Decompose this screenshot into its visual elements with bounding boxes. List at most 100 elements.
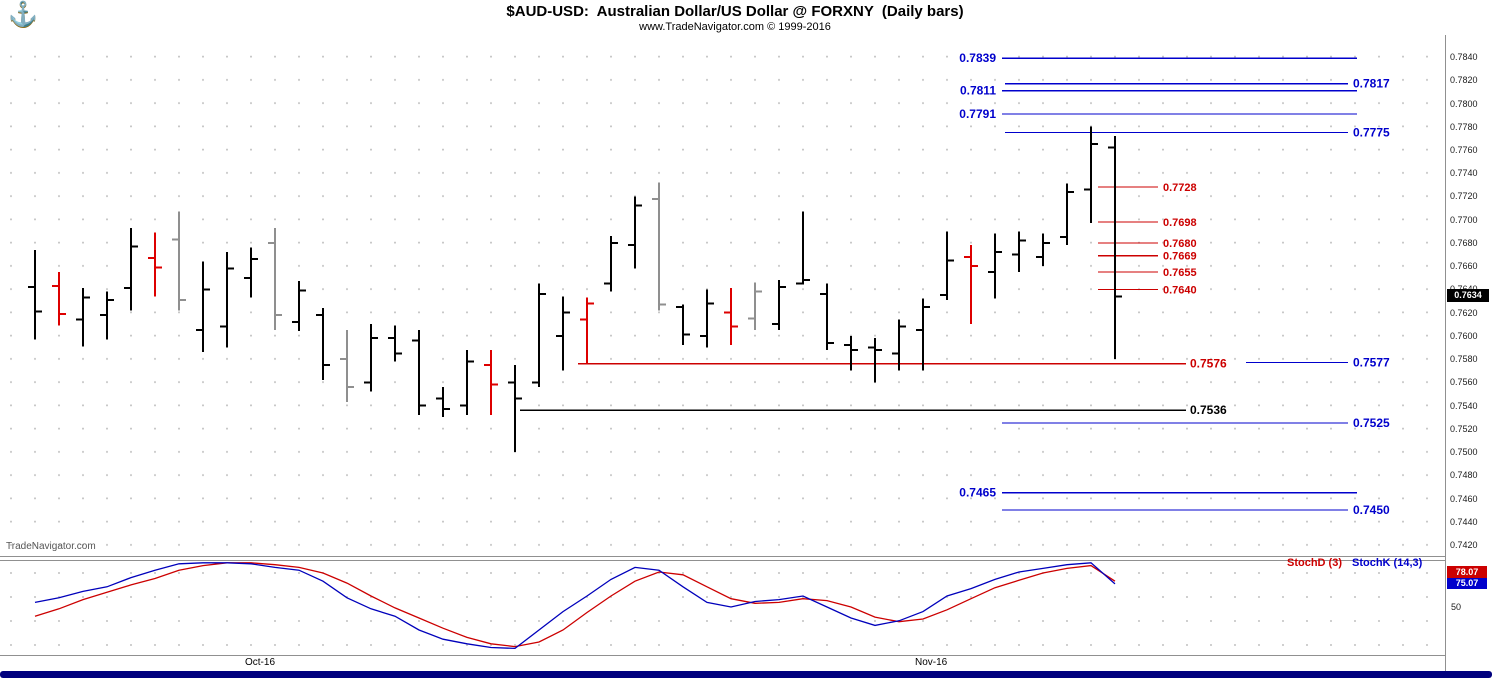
price-chart-canvas[interactable]: 0.7839 0.7817 0.7811 0.7791 0.7775 0.7728 0.76… [0,35,1445,556]
ohlc-bar [292,281,306,332]
level-label-0.7525: 0.7525 [1353,416,1390,430]
stochastic-canvas[interactable] [0,559,1445,655]
price-axis-label: 0.7520 [1450,423,1478,434]
ohlc-bar [964,245,978,325]
stoch-mid-scale-label: 50 [1451,602,1462,612]
level-label-0.7728: 0.7728 [1163,182,1197,194]
chart-scrollbar[interactable] [0,671,1492,678]
ohlc-bar [28,249,42,340]
ohlc-bar [100,291,114,340]
current-price-badge: 0.7634 [1447,289,1489,303]
stochd-legend-label[interactable]: StochD (3) [1287,557,1342,569]
level-label-0.7839: 0.7839 [959,51,996,65]
ohlc-bar [1108,136,1122,360]
level-label-0.7655: 0.7655 [1163,267,1197,279]
level-label-0.7577: 0.7577 [1353,356,1390,370]
price-axis[interactable]: 0.7634 78.07 75.07 50 0.7840 0.7820 0.7800… [1445,35,1492,671]
ohlc-bar [124,227,138,311]
ohlc-bar [940,231,954,300]
stochk-value-badge: 75.07 [1447,577,1487,589]
ohlc-bar [364,324,378,392]
ohlc-bar [580,297,594,364]
ohlc-bar [556,296,570,371]
tradenavigator-logo-icon: ⚓ [8,1,38,28]
level-label-0.7817: 0.7817 [1353,77,1390,91]
price-axis-label: 0.7580 [1450,354,1478,365]
ohlc-bar [316,308,330,380]
ohlc-bar [460,349,474,415]
stochastic-panel[interactable] [0,559,1445,656]
ohlc-bar [484,349,498,415]
price-axis-label: 0.7620 [1450,307,1478,318]
date-axis-label: Nov-16 [915,657,948,668]
ohlc-bar [868,338,882,383]
ohlc-bar [1084,126,1098,224]
level-label-0.7536: 0.7536 [1190,403,1227,417]
price-axis-label: 0.7600 [1450,330,1478,341]
date-axis-label: Oct-16 [245,657,276,668]
ohlc-bar [436,387,450,418]
price-axis-label: 0.7420 [1450,540,1478,550]
ohlc-bar [916,298,930,371]
ohlc-bar [628,196,642,269]
ohlc-bar [172,211,186,311]
price-axis-label: 0.7720 [1450,191,1478,202]
ohlc-bar [220,252,234,348]
ohlc-bar [772,280,786,330]
ohlc-bar [1012,231,1026,272]
ohlc-bar [340,330,354,403]
price-axis-label: 0.7760 [1450,145,1478,155]
level-label-0.7576: 0.7576 [1190,357,1227,371]
price-axis-label: 0.7680 [1450,237,1478,248]
price-axis-label: 0.7440 [1450,516,1478,527]
ohlc-bar [988,233,1002,299]
ohlc-bar [52,272,66,326]
level-label-0.7640: 0.7640 [1163,284,1197,296]
ohlc-bar [244,247,258,298]
ohlc-bar [724,288,738,346]
price-axis-label: 0.7480 [1450,470,1478,481]
ohlc-bar [844,335,858,371]
price-axis-label: 0.7840 [1450,52,1478,62]
price-axis-label: 0.7780 [1450,121,1478,132]
ohlc-bar [1036,233,1050,267]
ohlc-bar [796,211,810,285]
watermark-text: TradeNavigator.com [6,541,96,552]
level-label-0.7698: 0.7698 [1163,217,1197,229]
ohlc-bar [412,330,426,415]
price-axis-label: 0.7740 [1450,168,1478,179]
ohlc-bar [652,182,666,311]
price-axis-label: 0.7820 [1450,75,1478,86]
ohlc-bar [388,325,402,362]
ohlc-bar [508,364,522,452]
ohlc-bar [748,282,762,330]
ohlc-bar [196,261,210,353]
ohlc-bar [820,283,834,350]
level-label-0.7669: 0.7669 [1163,251,1197,263]
ohlc-bar [676,304,690,346]
level-label-0.7465: 0.7465 [959,486,996,500]
price-axis-label: 0.7800 [1450,98,1478,109]
price-axis-label: 0.7540 [1450,400,1478,411]
price-axis-label: 0.7660 [1450,261,1478,272]
price-axis-label: 0.7460 [1450,493,1478,504]
chart-subtitle: www.TradeNavigator.com © 1999-2016 [639,21,831,33]
price-axis-label: 0.7500 [1450,447,1478,457]
stochk-line [34,562,1116,650]
stochk-legend-label[interactable]: StochK (14,3) [1352,557,1423,569]
chart-title: $AUD-USD: Australian Dollar/US Dollar @ … [506,3,964,20]
ohlc-bar [148,232,162,297]
date-axis: Oct-16 Nov-16 [0,656,1445,671]
price-chart-panel[interactable]: 0.7839 0.7817 0.7811 0.7791 0.7775 0.7728 0.76… [0,35,1445,556]
level-label-0.7680: 0.7680 [1163,238,1197,250]
ohlc-bar [532,283,546,387]
ohlc-bar [268,227,282,330]
ohlc-bar [76,288,90,347]
level-label-0.7811: 0.7811 [960,84,996,98]
ohlc-bar [1060,183,1074,246]
level-label-0.7791: 0.7791 [959,107,996,121]
price-axis-label: 0.7560 [1450,377,1478,388]
price-axis-label: 0.7700 [1450,214,1478,225]
ohlc-bar [892,319,906,371]
